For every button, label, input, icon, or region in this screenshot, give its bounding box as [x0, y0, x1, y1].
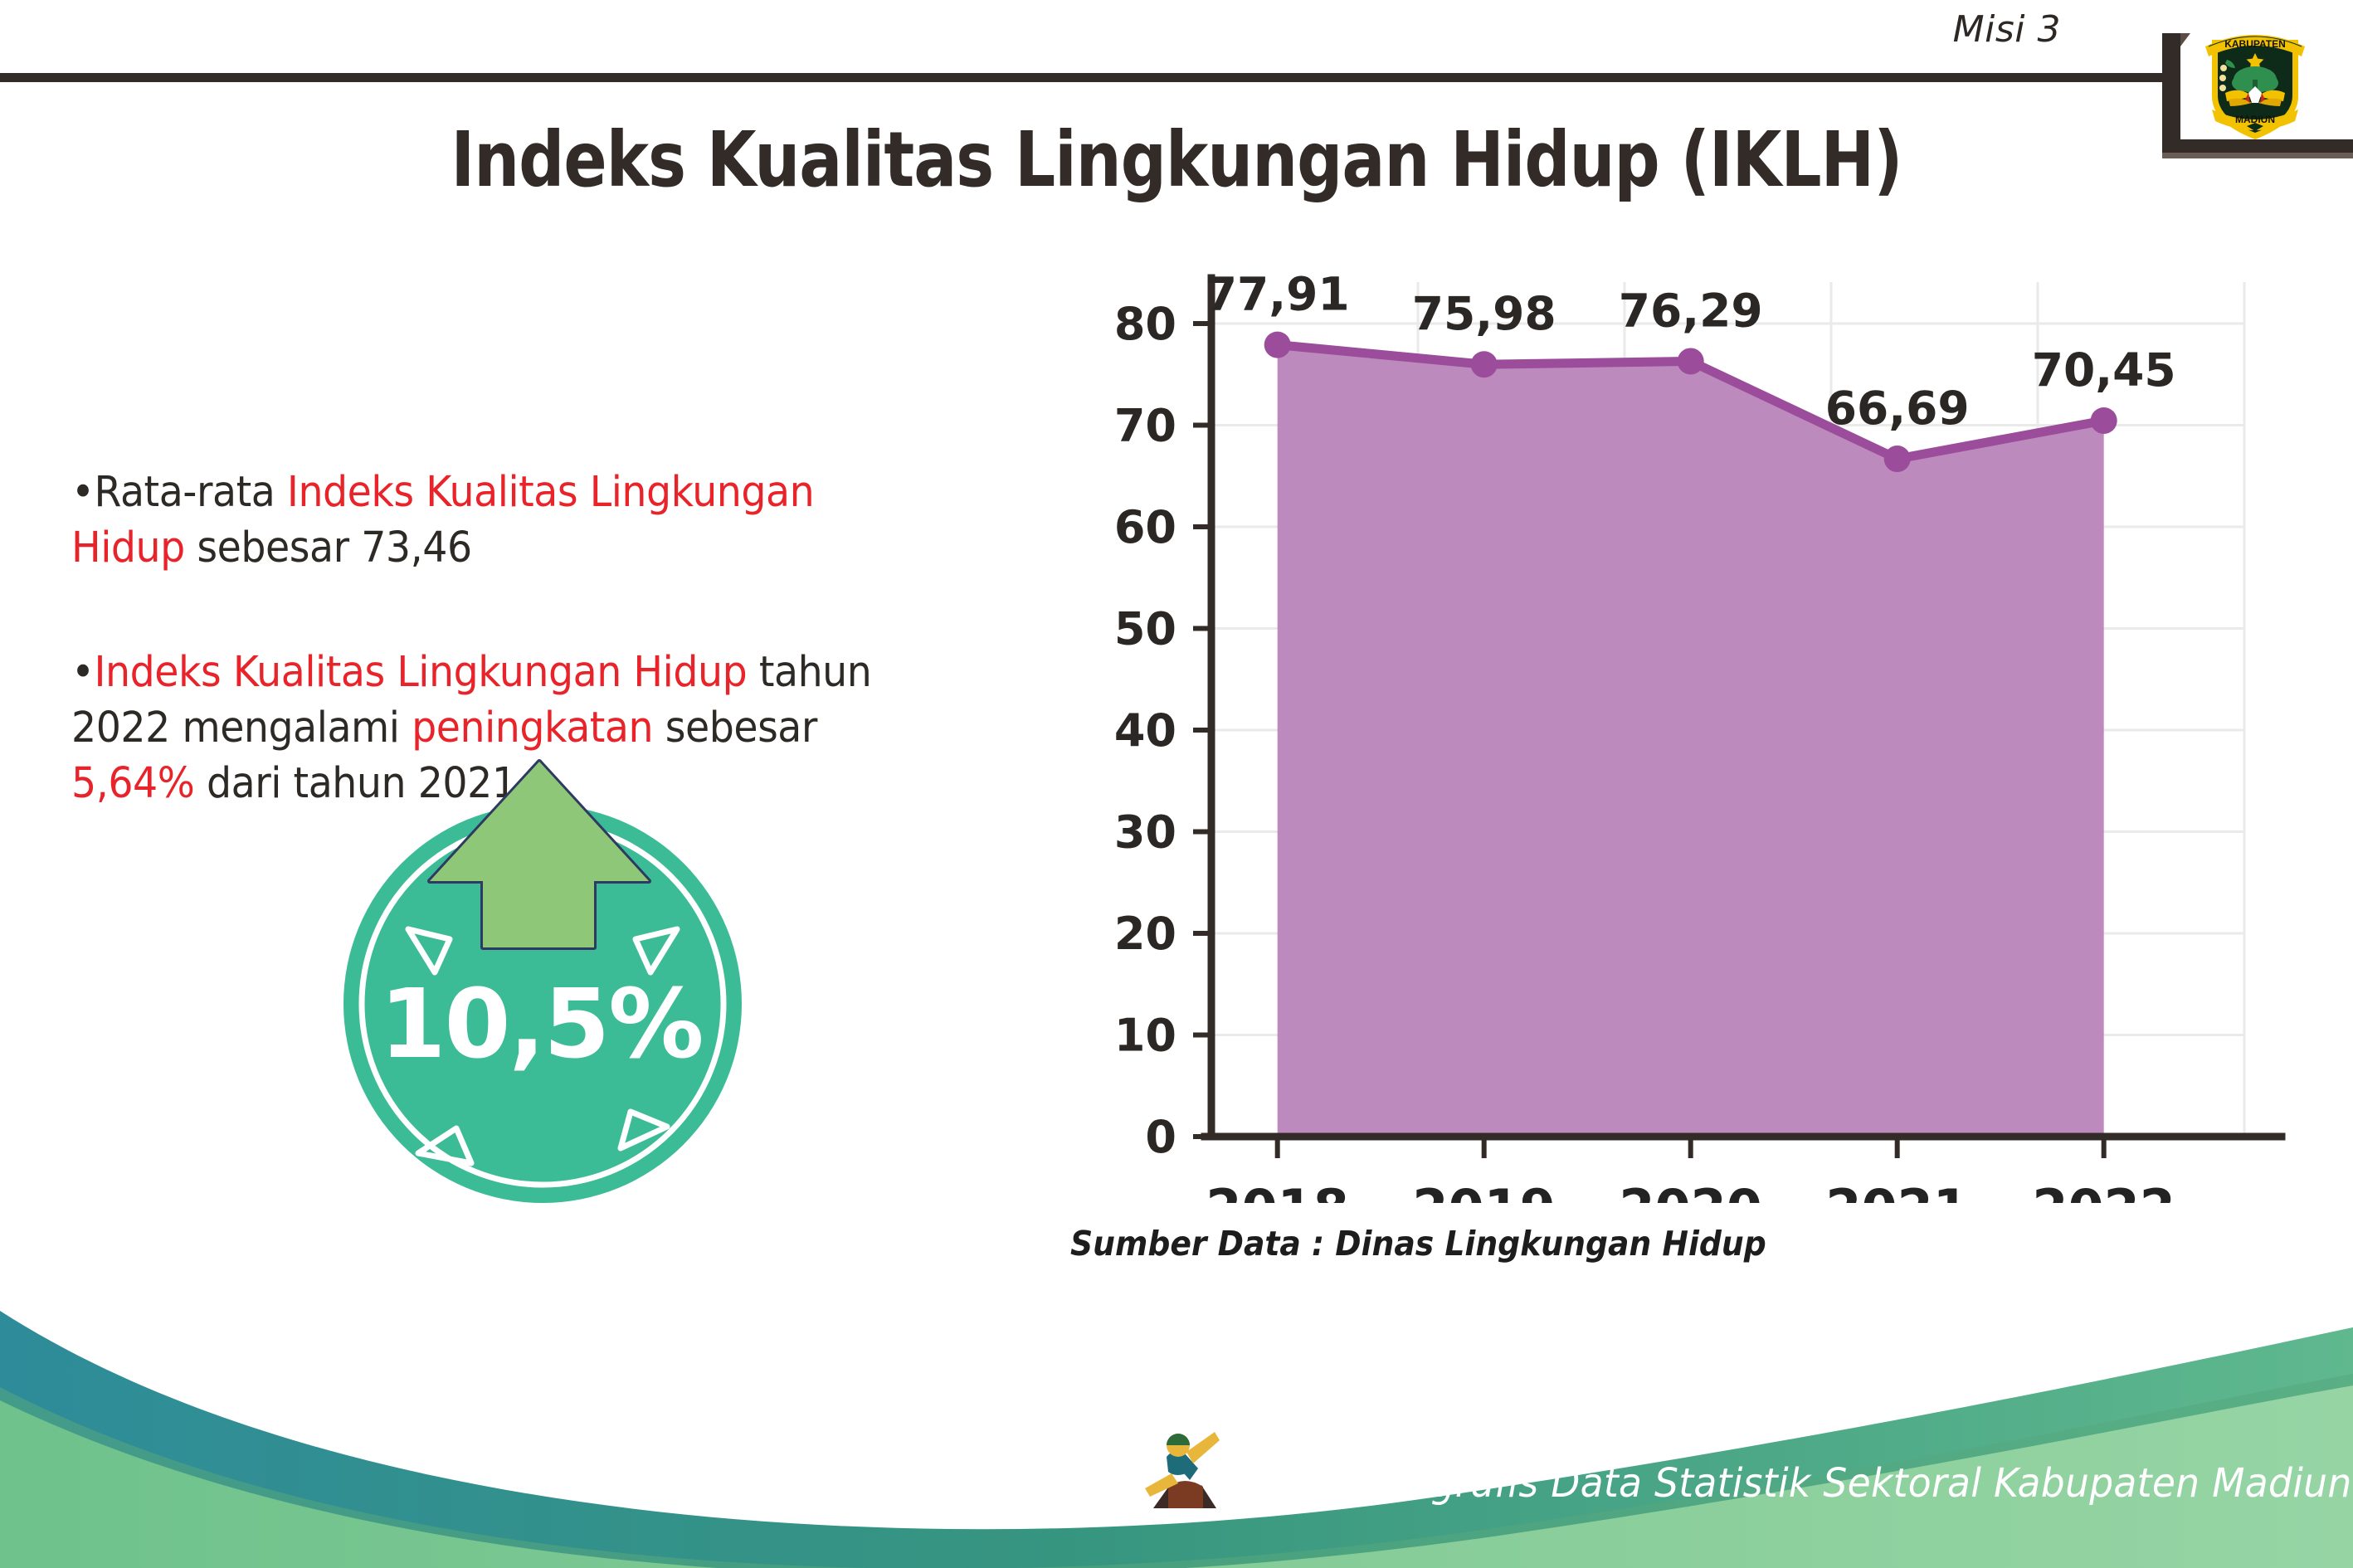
bullet-plain-text: •	[71, 647, 95, 697]
badge-value: 10,5%	[379, 969, 704, 1080]
growth-badge: 10,5%	[325, 755, 757, 1211]
header-bracket-vertical	[2162, 33, 2190, 151]
chart-x-tick-label: 2020	[1619, 1178, 1762, 1203]
chart-y-tick-label: 10	[1114, 1010, 1176, 1062]
bullet-highlight-text: Indeks Kualitas Lingkungan Hidup	[94, 647, 748, 697]
bullet-item-1: •Indeks Kualitas Lingkungan Hidup tahun …	[71, 645, 889, 812]
page-title: Indeks Kualitas Lingkungan Hidup (IKLH)	[451, 116, 1903, 205]
chart-x-tick-label: 2022	[2032, 1178, 2175, 1203]
footer-waves	[0, 1311, 2353, 1568]
chart-x-tick-label: 2018	[1206, 1178, 1349, 1203]
header-divider-line	[0, 73, 2167, 82]
bullet-item-0: •Rata-rata Indeks Kualitas Lingkungan Hi…	[71, 465, 889, 577]
chart-y-tick-label: 80	[1114, 298, 1176, 350]
chart-x-axis	[1201, 1132, 2286, 1158]
badge-tick-arrow-tl	[405, 926, 453, 976]
bullet-highlight-text: Indeks Kualitas Lingkungan Hidup	[71, 468, 815, 573]
chart-x-tick-label: 2021	[1825, 1178, 1969, 1203]
bullet-list: •Rata-rata Indeks Kualitas Lingkungan Hi…	[71, 465, 951, 812]
badge-tick-arrow-bl	[415, 1125, 475, 1166]
chart-y-tick-label: 30	[1114, 806, 1176, 859]
chart-x-tick-labels: 2018 2019 2020 2021 2022	[1206, 1178, 2175, 1203]
bullet-highlight-text: peningkatan	[412, 703, 654, 752]
chart-y-tick-label: 20	[1114, 908, 1176, 960]
chart-y-tick-label: 50	[1114, 603, 1176, 655]
media-infografis-figure-logo-icon	[1145, 1432, 1220, 1508]
footer-caption: Media Infografis Data Statistik Sektoral…	[1231, 1460, 2353, 1507]
misi-label: Misi 3	[1952, 8, 2061, 51]
bullet-plain-text: sebesar 73,46	[184, 523, 472, 573]
bullet-plain-text: dari tahun 2021	[194, 759, 517, 809]
kabupaten-madiun-emblem-icon: KABUPATEN MADIUN	[2205, 35, 2305, 139]
header-bracket-horizontal	[2162, 139, 2353, 158]
chart-area-fill	[1277, 344, 2104, 1137]
chart-data-label: 76,29	[1619, 284, 1763, 337]
chart-y-tick-label: 70	[1114, 400, 1176, 452]
chart-y-tick-labels: 0 10 20 30 40 50 60 70 80	[1114, 298, 1176, 1163]
svg-text:MADIUN: MADIUN	[2235, 114, 2275, 125]
chart-svg: 0 10 20 30 40 50 60 70 80 2018 2019 2020 2021 2022 7…	[1114, 274, 2286, 1203]
chart-source-note: Sumber Data : Dinas Lingkungan Hidup	[1070, 1224, 1766, 1264]
badge-circle	[343, 805, 742, 1203]
bullet-plain-text: sebesar	[653, 703, 818, 752]
badge-tick-arrow-br	[617, 1108, 670, 1152]
chart-data-labels: 77,91 75,98 76,29 66,69 70,45	[1206, 274, 2176, 435]
bullet-plain-text: •Rata-rata	[71, 468, 287, 517]
chart-y-tick-label: 60	[1114, 501, 1176, 553]
iklh-area-chart: 0 10 20 30 40 50 60 70 80 2018 2019 2020 2021 2022 7…	[962, 274, 2290, 1203]
chart-y-axis	[1193, 274, 1215, 1141]
bullet-plain-text: tahun 2022 mengalami	[71, 647, 872, 752]
bullet-highlight-text: 5,64%	[71, 759, 195, 809]
chart-y-tick-label: 0	[1145, 1111, 1176, 1163]
chart-data-markers	[1264, 331, 2117, 473]
svg-text:KABUPATEN: KABUPATEN	[2224, 38, 2286, 50]
chart-data-label: 75,98	[1412, 287, 1556, 340]
chart-data-label: 66,69	[1825, 382, 1970, 435]
chart-data-label: 70,45	[2032, 343, 2176, 397]
chart-data-label: 77,91	[1206, 274, 1350, 321]
growth-badge-graphic	[343, 759, 742, 1203]
chart-y-tick-label: 40	[1114, 704, 1176, 757]
badge-tick-arrow-tr	[632, 926, 680, 976]
chart-x-tick-label: 2019	[1412, 1178, 1556, 1203]
